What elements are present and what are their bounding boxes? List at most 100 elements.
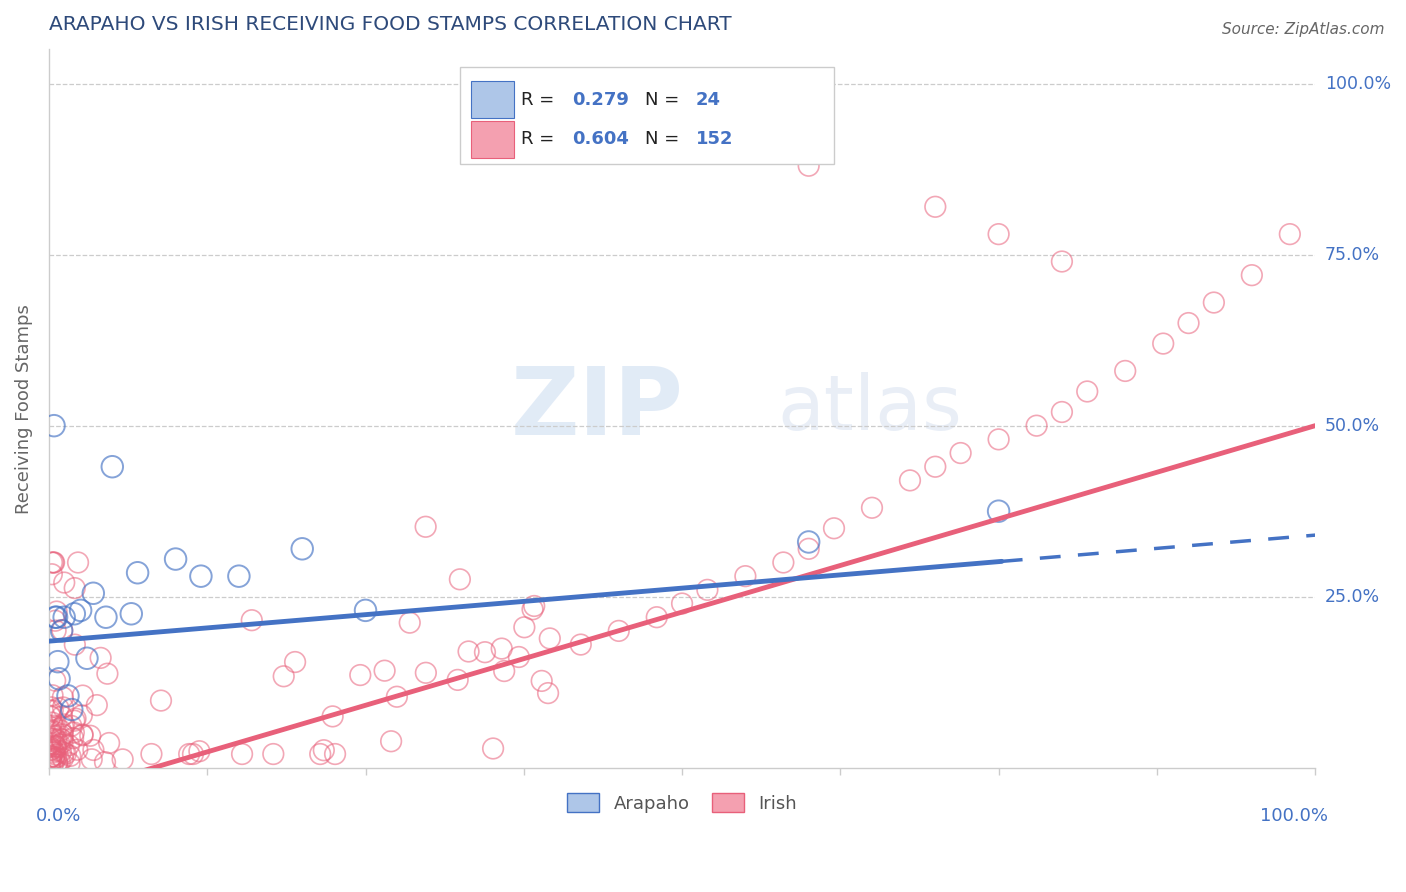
Point <box>987 227 1010 241</box>
Point <box>482 741 505 756</box>
Point <box>262 747 284 761</box>
Point <box>1152 336 1174 351</box>
Point <box>39 704 62 718</box>
Text: 0.604: 0.604 <box>572 130 628 148</box>
Point <box>39 731 62 746</box>
Point <box>39 751 62 765</box>
Point <box>70 708 93 723</box>
Point <box>860 500 883 515</box>
Point <box>96 666 118 681</box>
Point <box>41 742 63 756</box>
Point <box>42 703 65 717</box>
Point <box>101 459 124 474</box>
Text: 0.279: 0.279 <box>572 91 628 109</box>
Point <box>240 613 263 627</box>
Point <box>44 610 66 624</box>
Point <box>949 446 972 460</box>
Point <box>42 418 65 433</box>
Point <box>39 743 62 757</box>
Point <box>46 655 69 669</box>
Point <box>79 729 101 743</box>
Point <box>39 750 62 764</box>
Text: 0.0%: 0.0% <box>37 807 82 825</box>
Point <box>42 719 65 733</box>
Legend: Arapaho, Irish: Arapaho, Irish <box>560 786 804 820</box>
Point <box>44 673 66 688</box>
Point <box>44 740 66 755</box>
Point <box>1202 295 1225 310</box>
Point <box>41 688 63 702</box>
Point <box>734 569 756 583</box>
Point <box>42 746 65 760</box>
Point <box>82 586 104 600</box>
Point <box>53 745 76 759</box>
Point <box>1076 384 1098 399</box>
Point <box>45 757 67 772</box>
Point <box>58 756 80 771</box>
FancyBboxPatch shape <box>461 68 834 164</box>
Point <box>52 719 75 733</box>
Text: 100.0%: 100.0% <box>1324 75 1391 93</box>
Text: 24: 24 <box>696 91 721 109</box>
Point <box>1050 254 1073 268</box>
Point <box>228 569 250 583</box>
Point <box>354 603 377 617</box>
Point <box>52 690 75 705</box>
Point <box>90 651 112 665</box>
Point <box>39 737 62 751</box>
Point <box>39 754 62 768</box>
Point <box>63 725 86 739</box>
Point <box>63 638 86 652</box>
Point <box>72 727 94 741</box>
Point <box>309 747 332 761</box>
Point <box>63 714 86 728</box>
Point <box>51 709 73 723</box>
Point <box>39 700 62 714</box>
Text: 50.0%: 50.0% <box>1324 417 1381 434</box>
Point <box>45 750 67 764</box>
Point <box>474 645 496 659</box>
Point <box>322 709 344 723</box>
Point <box>1114 364 1136 378</box>
Point <box>120 607 142 621</box>
Point <box>51 732 73 747</box>
Text: N =: N = <box>645 130 685 148</box>
Text: 25.0%: 25.0% <box>1324 588 1381 606</box>
Point <box>149 693 172 707</box>
Point <box>52 751 75 765</box>
FancyBboxPatch shape <box>471 120 513 158</box>
Point <box>41 556 63 570</box>
Point <box>127 566 149 580</box>
Point <box>607 624 630 638</box>
Point <box>94 610 117 624</box>
Point <box>41 567 63 582</box>
Point <box>696 582 718 597</box>
Point <box>323 747 346 761</box>
Point <box>46 757 69 772</box>
Point <box>53 610 76 624</box>
Point <box>987 504 1010 518</box>
Point <box>45 624 67 638</box>
Y-axis label: Receiving Food Stamps: Receiving Food Stamps <box>15 303 32 514</box>
Point <box>645 610 668 624</box>
Point <box>42 749 65 764</box>
Point <box>312 743 335 757</box>
Point <box>52 735 75 749</box>
Point <box>385 690 408 704</box>
Point <box>111 752 134 766</box>
Point <box>538 632 561 646</box>
Point <box>797 541 820 556</box>
Point <box>98 736 121 750</box>
Point <box>1278 227 1301 241</box>
Point <box>80 752 103 766</box>
Point <box>39 739 62 754</box>
Point <box>49 723 72 738</box>
Point <box>51 624 73 638</box>
Point <box>772 556 794 570</box>
Point <box>523 599 546 613</box>
Point <box>188 744 211 758</box>
Text: 75.0%: 75.0% <box>1324 245 1381 264</box>
Text: N =: N = <box>645 91 685 109</box>
Point <box>39 723 62 737</box>
Point <box>457 644 479 658</box>
